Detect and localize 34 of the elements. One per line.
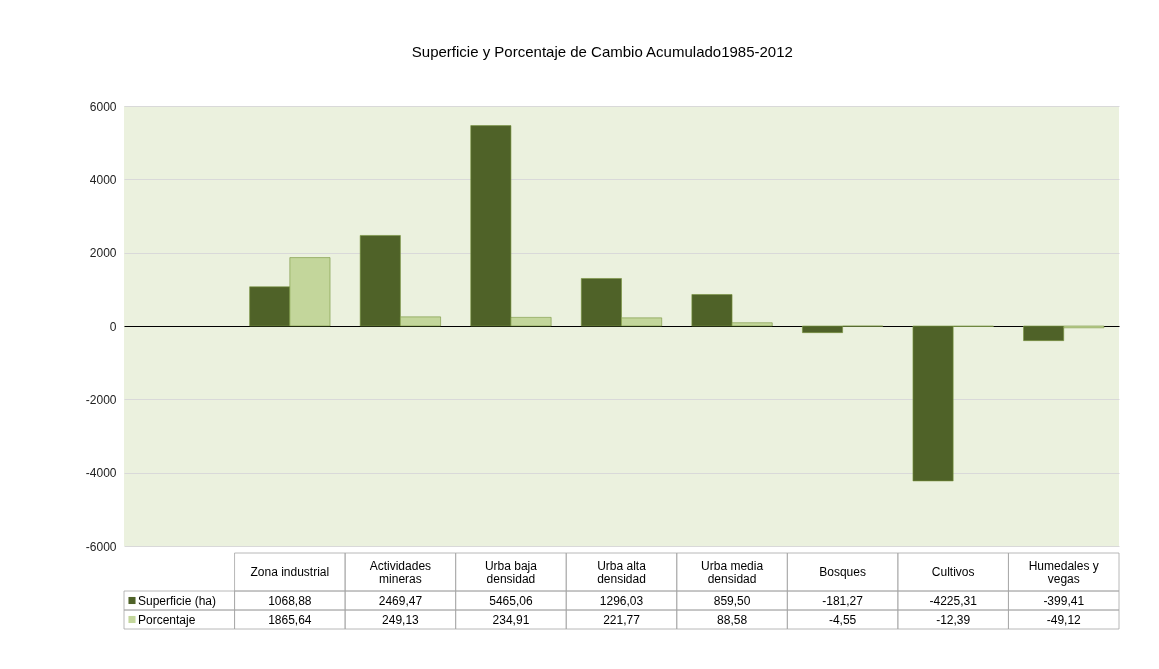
y-tick-label: -6000 bbox=[85, 539, 117, 554]
y-tick-label: 0 bbox=[109, 319, 117, 334]
data-label: -4,55 bbox=[828, 612, 857, 627]
data-label: 5465,06 bbox=[489, 593, 533, 608]
y-tick-label: -2000 bbox=[85, 392, 117, 407]
data-label: -399,41 bbox=[1043, 593, 1085, 608]
data-label: -181,27 bbox=[822, 593, 864, 608]
data-label: 1296,03 bbox=[599, 593, 644, 608]
data-label: -4225,31 bbox=[929, 593, 978, 608]
x-tick-label: Bosques bbox=[819, 565, 866, 579]
data-label: 234,91 bbox=[492, 612, 530, 627]
x-tick-label: Zona industrial bbox=[250, 565, 330, 579]
y-tick-label: 2000 bbox=[89, 246, 117, 261]
x-tick-label: Urba baja densidad bbox=[484, 558, 538, 586]
data-label: 1068,88 bbox=[268, 593, 312, 608]
data-label: 859,50 bbox=[713, 593, 751, 608]
x-tick-label: Actividades mineras bbox=[369, 558, 432, 586]
y-tick-label: 6000 bbox=[89, 99, 117, 114]
x-tick-label: Cultivos bbox=[931, 565, 975, 579]
y-tick-label: -4000 bbox=[85, 466, 117, 481]
legend-label: Porcentaje bbox=[138, 612, 196, 627]
x-tick-label: Urba media densidad bbox=[701, 558, 764, 586]
data-label: 249,13 bbox=[382, 612, 420, 627]
chart-title: Superficie y Porcentaje de Cambio Acumulado1985-2012 bbox=[411, 43, 793, 60]
x-tick-label: Humedales y vegas bbox=[1028, 558, 1099, 586]
x-tick-label: Urba alta densidad bbox=[597, 558, 647, 586]
legend-label: Superficie (ha) bbox=[138, 593, 217, 608]
data-label: -12,39 bbox=[936, 612, 971, 627]
data-label: -49,12 bbox=[1046, 612, 1082, 627]
y-tick-label: 4000 bbox=[89, 172, 117, 187]
data-label: 88,58 bbox=[717, 612, 748, 627]
data-label: 1865,64 bbox=[268, 612, 312, 627]
data-label: 2469,47 bbox=[378, 593, 423, 608]
data-label: 221,77 bbox=[603, 612, 641, 627]
